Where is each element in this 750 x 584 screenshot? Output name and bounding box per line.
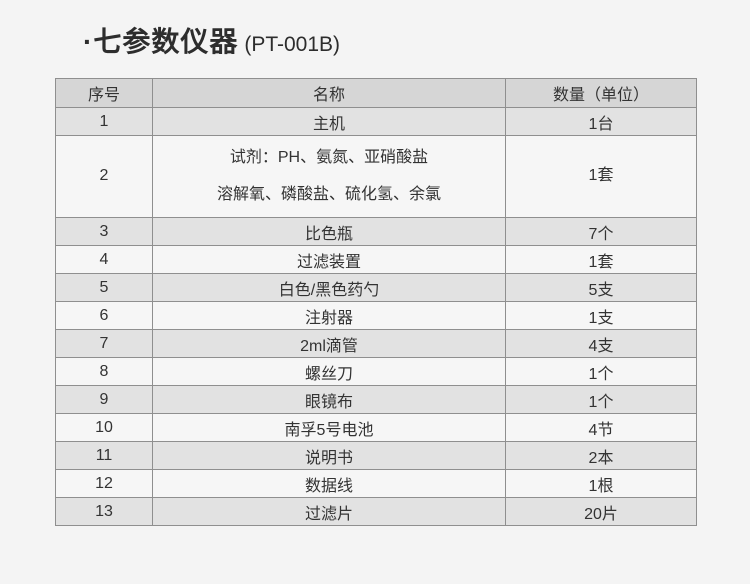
product-title: ·七参数仪器: [83, 26, 239, 57]
table-body: 1 主机 1台 2 试剂：PH、氨氮、亚硝酸盐 溶解氧、磷酸盐、硫化氢、余氯 1…: [55, 107, 697, 526]
header-col-qty: 数量（单位）: [505, 78, 697, 108]
cell-item-name: 主机: [152, 107, 506, 136]
cell-quantity: 1个: [505, 357, 697, 386]
cell-quantity: 7个: [505, 217, 697, 246]
table-row: 5 白色/黑色药勺 5支: [55, 273, 697, 302]
cell-serial-number: 8: [55, 357, 153, 386]
cell-quantity: 1支: [505, 301, 697, 330]
cell-item-name: 螺丝刀: [152, 357, 506, 386]
table-row: 13 过滤片 20片: [55, 497, 697, 526]
header-col-name: 名称: [152, 78, 506, 108]
cell-item-name: 数据线: [152, 469, 506, 498]
cell-quantity: 1套: [505, 135, 697, 218]
cell-item-name: 过滤装置: [152, 245, 506, 274]
table-row: 4 过滤装置 1套: [55, 245, 697, 274]
header-col-no: 序号: [55, 78, 153, 108]
cell-item-name: 比色瓶: [152, 217, 506, 246]
cell-quantity: 1根: [505, 469, 697, 498]
cell-quantity: 1个: [505, 385, 697, 414]
table-row: 6 注射器 1支: [55, 301, 697, 330]
spec-table: 序号 名称 数量（单位） 1 主机 1台 2 试剂：PH、氨氮、亚硝酸盐 溶解氧…: [55, 78, 697, 526]
table-row: 7 2ml滴管 4支: [55, 329, 697, 358]
cell-serial-number: 9: [55, 385, 153, 414]
cell-quantity: 5支: [505, 273, 697, 302]
table-row: 8 螺丝刀 1个: [55, 357, 697, 386]
cell-item-name: 试剂：PH、氨氮、亚硝酸盐 溶解氧、磷酸盐、硫化氢、余氯: [152, 135, 506, 218]
cell-quantity: 4支: [505, 329, 697, 358]
cell-serial-number: 13: [55, 497, 153, 526]
cell-serial-number: 11: [55, 441, 153, 470]
table-header-row: 序号 名称 数量（单位）: [55, 78, 697, 108]
cell-serial-number: 10: [55, 413, 153, 442]
table-row: 2 试剂：PH、氨氮、亚硝酸盐 溶解氧、磷酸盐、硫化氢、余氯 1套: [55, 135, 697, 218]
cell-serial-number: 1: [55, 107, 153, 136]
cell-quantity: 20片: [505, 497, 697, 526]
table-row: 3 比色瓶 7个: [55, 217, 697, 246]
cell-item-name: 南孚5号电池: [152, 413, 506, 442]
cell-item-name: 注射器: [152, 301, 506, 330]
cell-item-name: 白色/黑色药勺: [152, 273, 506, 302]
cell-serial-number: 2: [55, 135, 153, 218]
cell-quantity: 4节: [505, 413, 697, 442]
cell-serial-number: 4: [55, 245, 153, 274]
cell-serial-number: 12: [55, 469, 153, 498]
table-row: 11 说明书 2本: [55, 441, 697, 470]
cell-item-name: 说明书: [152, 441, 506, 470]
table-row: 10 南孚5号电池 4节: [55, 413, 697, 442]
cell-serial-number: 3: [55, 217, 153, 246]
cell-item-name: 2ml滴管: [152, 329, 506, 358]
table-row: 12 数据线 1根: [55, 469, 697, 498]
cell-item-name: 眼镜布: [152, 385, 506, 414]
page-title: ·七参数仪器 (PT-001B): [83, 20, 340, 60]
cell-item-name: 过滤片: [152, 497, 506, 526]
cell-serial-number: 5: [55, 273, 153, 302]
product-model: (PT-001B): [244, 33, 341, 56]
cell-serial-number: 7: [55, 329, 153, 358]
cell-quantity: 1套: [505, 245, 697, 274]
cell-serial-number: 6: [55, 301, 153, 330]
table-row: 9 眼镜布 1个: [55, 385, 697, 414]
cell-quantity: 2本: [505, 441, 697, 470]
cell-quantity: 1台: [505, 107, 697, 136]
table-row: 1 主机 1台: [55, 107, 697, 136]
